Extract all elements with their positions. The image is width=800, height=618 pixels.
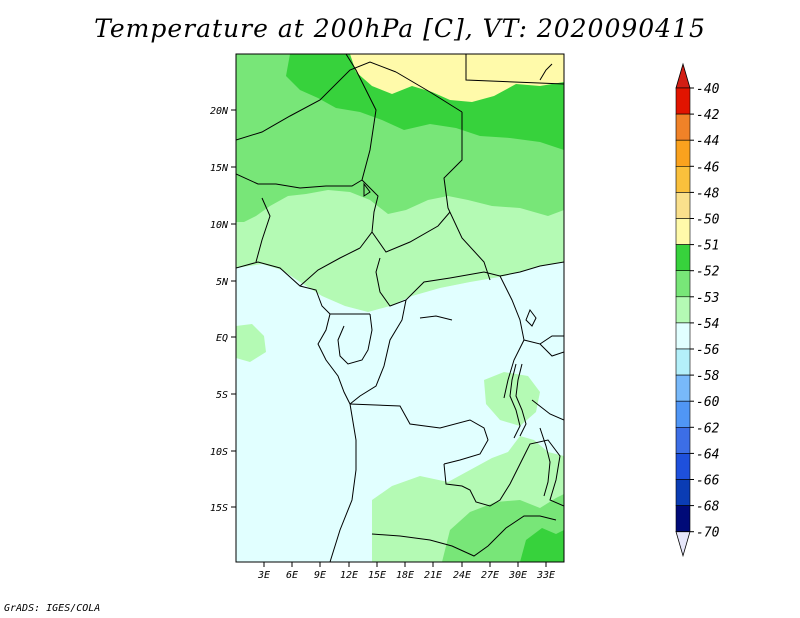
- legend-label: -60: [696, 395, 720, 410]
- legend-color-box: [675, 426, 691, 454]
- lon-label: 12E: [340, 570, 358, 581]
- lon-label: 21E: [424, 570, 442, 581]
- lat-label: EQ: [216, 333, 228, 344]
- lon-label: 3E: [257, 570, 270, 581]
- lat-label: 20N: [210, 106, 229, 117]
- legend-color-box: [675, 244, 691, 272]
- legend-label: -44: [696, 134, 719, 149]
- lon-label: 6E: [286, 570, 298, 581]
- lat-label: 10S: [210, 447, 228, 458]
- border-line: [539, 343, 564, 357]
- border-line: [236, 173, 363, 189]
- lon-label: 18E: [396, 570, 414, 581]
- field-region-54-east: [484, 372, 540, 426]
- lon-label: 30E: [508, 570, 527, 581]
- legend-label: -48: [696, 186, 720, 201]
- grads-credit: GrADS: IGES/COLA: [4, 603, 101, 614]
- legend-color-box: [675, 505, 691, 533]
- lon-labels: 3E 6E 9E 12E 15E 18E 21E 24E 27E 30E 33E: [257, 570, 555, 581]
- lake-line: [363, 182, 371, 197]
- legend-label: -64: [696, 447, 719, 462]
- legend-label: -46: [696, 160, 720, 175]
- lat-label: 15S: [210, 503, 228, 514]
- lake-line: [509, 363, 521, 439]
- border-line: [371, 515, 557, 557]
- legend-color-box: [675, 87, 691, 115]
- lake-line: [525, 308, 537, 327]
- legend-label: -68: [696, 500, 720, 515]
- legend-color-box: [675, 453, 691, 480]
- legend-color-box: [675, 322, 691, 350]
- border-line: [329, 403, 357, 562]
- legend-label: -56: [696, 343, 720, 358]
- temperature-field: [236, 54, 564, 562]
- border-line: [523, 335, 564, 345]
- legend-label: -42: [696, 108, 720, 123]
- legend-color-box: [675, 479, 691, 506]
- border-line: [395, 71, 463, 113]
- color-bar-legend: -40 -42 -44 -46 -48 -50 -51 -52 -53 -54 -56 -58 -60 -…: [675, 62, 720, 558]
- lon-label: 9E: [314, 570, 326, 581]
- border-line: [236, 61, 397, 141]
- border-line: [371, 211, 451, 253]
- country-borders: [236, 54, 564, 562]
- border-line: [443, 112, 491, 281]
- field-region-52-south: [520, 528, 564, 562]
- lat-label: 5N: [216, 277, 229, 288]
- border-line: [349, 299, 407, 405]
- legend-arrow-top: [675, 62, 691, 89]
- plot-frame: [235, 53, 565, 563]
- legend-color-box: [675, 400, 691, 428]
- legend-color-box: [675, 166, 691, 193]
- lon-axis: [263, 562, 547, 567]
- legend-color-box: [675, 270, 691, 298]
- border-line: [337, 313, 373, 365]
- legend-label: -66: [696, 474, 720, 489]
- lat-labels: 20N 15N 10N 5N EQ 5S 10S 15S: [210, 106, 229, 514]
- legend-color-box: [675, 348, 691, 376]
- lat-label: 5S: [216, 390, 228, 401]
- legend-label: -54: [696, 317, 719, 332]
- lake-line: [539, 63, 553, 81]
- border-line: [375, 257, 564, 307]
- legend-label: -58: [696, 369, 720, 384]
- border-line: [299, 247, 361, 287]
- border-line: [255, 197, 271, 263]
- lon-label: 24E: [453, 570, 471, 581]
- legend-arrow-bottom: [675, 531, 691, 558]
- border-line: [349, 403, 489, 465]
- field-region-51: [350, 54, 564, 102]
- border-line: [465, 54, 564, 85]
- legend-label: -70: [696, 526, 720, 541]
- legend-color-box: [675, 218, 691, 245]
- lon-label: 15E: [368, 570, 386, 581]
- legend-color-box: [675, 296, 691, 324]
- lake-line: [515, 363, 527, 437]
- lake-line: [539, 427, 551, 497]
- border-line: [531, 399, 564, 421]
- lon-label: 33E: [536, 570, 555, 581]
- lat-label: 15N: [210, 163, 229, 174]
- legend-color-box: [675, 113, 691, 141]
- lat-axis: [231, 109, 236, 508]
- legend-label: -53: [696, 291, 719, 306]
- legend-label: -52: [696, 265, 720, 280]
- map-title: Temperature at 200hPa [C], VT: 202009041…: [94, 14, 706, 43]
- legend-label: -50: [696, 213, 720, 228]
- border-line: [443, 439, 564, 507]
- legend-label: -51: [696, 239, 719, 254]
- legend-color-box: [675, 192, 691, 219]
- field-region-54-west: [236, 324, 266, 362]
- legend-label: -62: [696, 421, 720, 436]
- border-line: [236, 261, 370, 315]
- lat-label: 10N: [210, 220, 229, 231]
- lon-label: 27E: [481, 570, 499, 581]
- border-line: [317, 313, 351, 405]
- legend-color-box: [675, 139, 691, 167]
- legend-color-box: [675, 374, 691, 402]
- legend-label: -40: [696, 82, 720, 97]
- lake-line: [419, 315, 453, 321]
